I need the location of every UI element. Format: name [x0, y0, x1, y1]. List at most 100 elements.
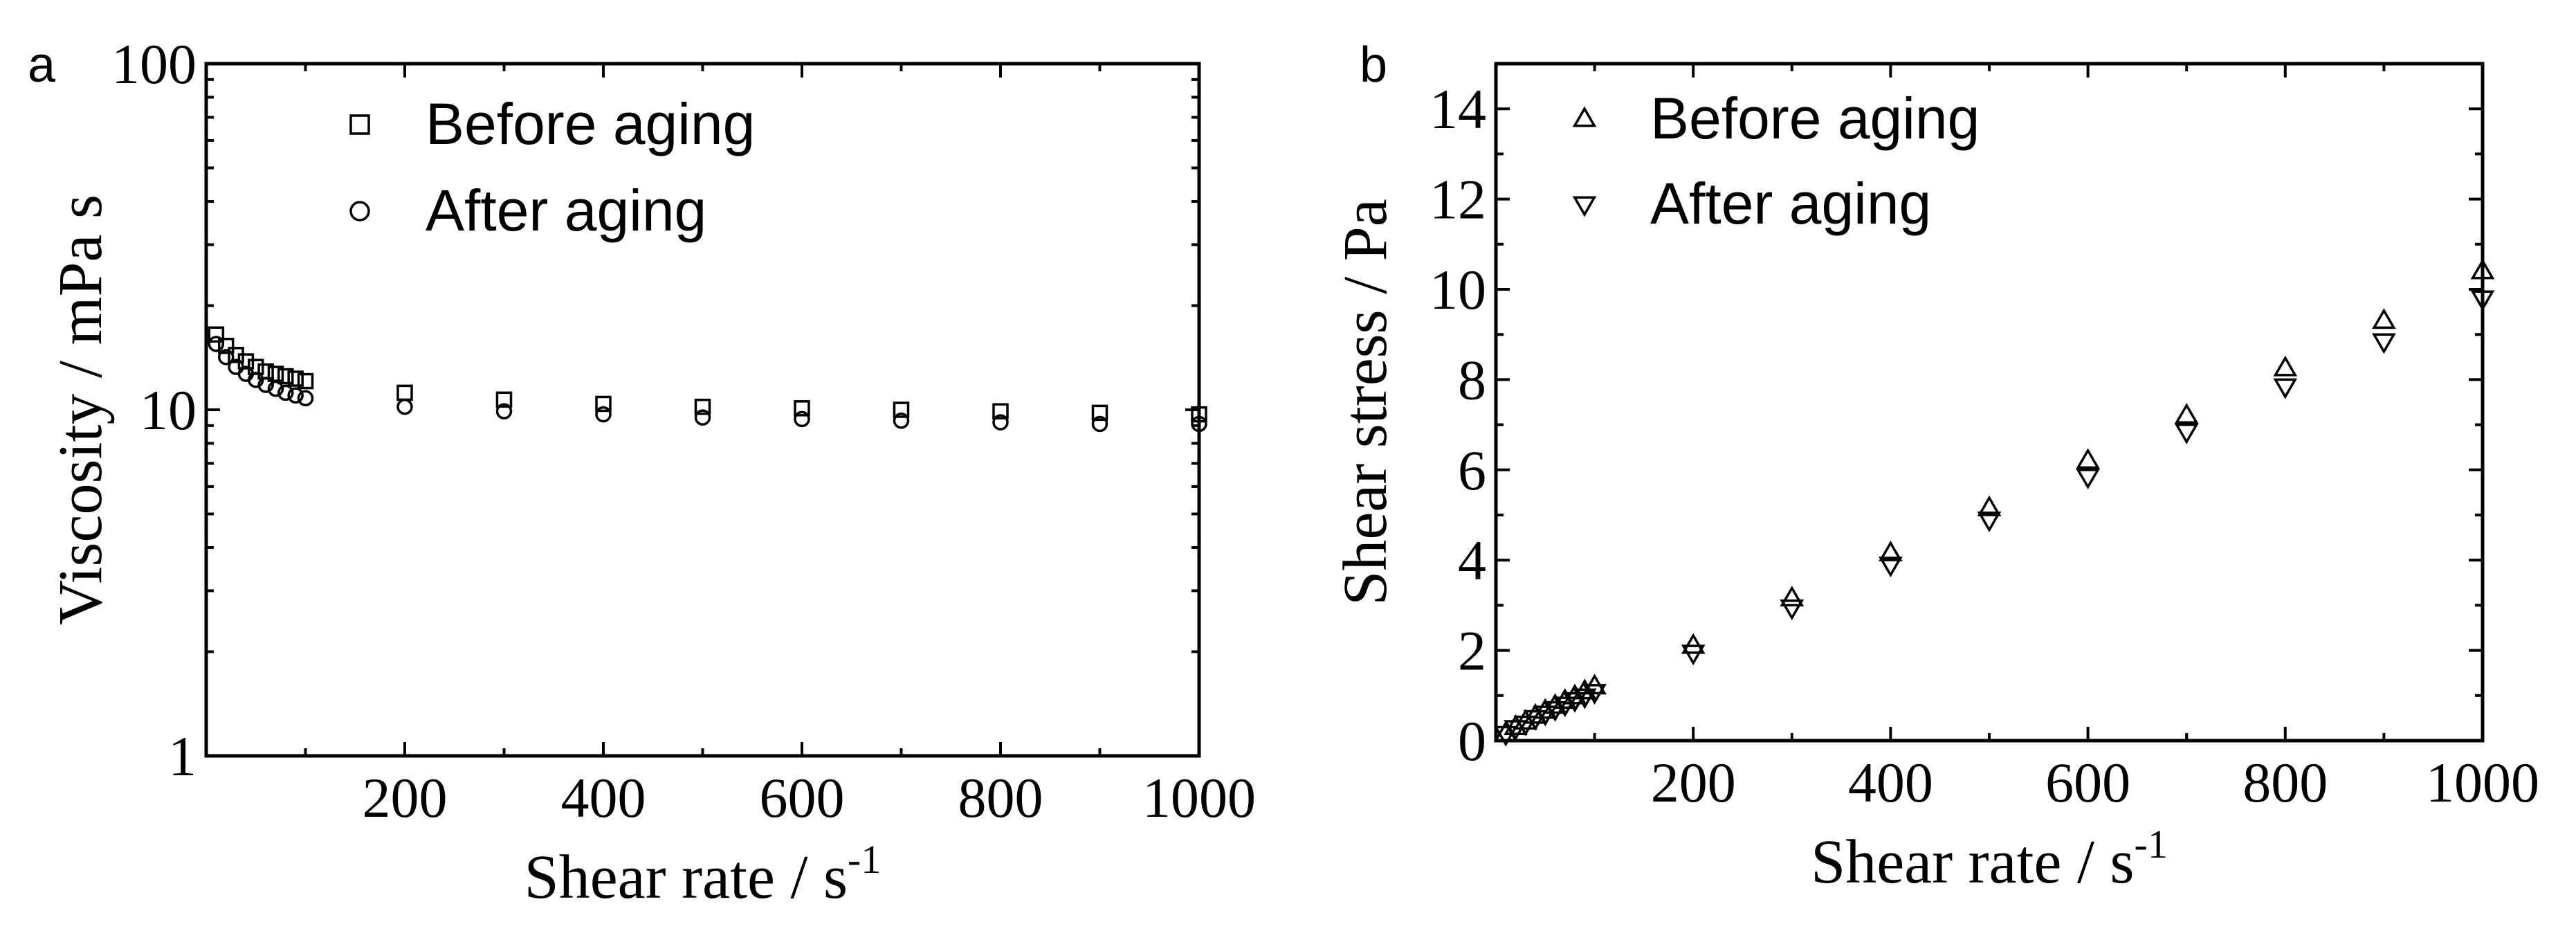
data-point: [1582, 684, 1607, 705]
data-point: [794, 410, 810, 428]
data-point: [1191, 406, 1207, 423]
x-tick-label: 600: [2045, 751, 2130, 814]
x-tick-label: 1000: [1142, 766, 1256, 829]
x-tick-label: 200: [1651, 751, 1736, 814]
x-tick-label: 200: [363, 766, 448, 829]
data-point: [267, 380, 284, 397]
panel-b-shear-stress-chart: b 200 400 600 800 1000 0 2 4 6 8 10 12 14 Shear rate /…: [1331, 37, 2539, 896]
data-point: [1191, 415, 1207, 433]
data-point: [1879, 540, 1903, 561]
data-point: [1780, 586, 1805, 607]
series-after-aging: [208, 336, 1207, 433]
legend-marker: [349, 201, 370, 222]
x-axis-title-text: Shear rate / s: [1811, 828, 2134, 896]
data-point: [2372, 308, 2396, 329]
panel-a-viscosity-chart: a 200 400 600 800 1000 1 10 100 Shear rate / s-1 V…: [28, 33, 1256, 912]
data-point: [495, 403, 513, 419]
data-point: [1504, 720, 1528, 741]
data-point: [208, 326, 225, 343]
data-point: [277, 384, 294, 401]
data-point: [1977, 512, 2002, 532]
y-tick-label: 0: [1458, 709, 1486, 772]
data-point: [1681, 633, 1706, 654]
y-tick-label: 6: [1458, 439, 1486, 502]
y-tick-label: 12: [1429, 168, 1486, 231]
data-point: [1091, 415, 1108, 433]
data-point: [2470, 290, 2495, 311]
data-point: [2372, 333, 2396, 354]
y-tick-label: 8: [1458, 348, 1486, 411]
y-tick-label: 100: [111, 33, 197, 96]
data-point: [1879, 557, 1903, 578]
data-point: [1562, 683, 1587, 705]
data-point: [277, 368, 294, 385]
data-point: [2076, 448, 2100, 469]
data-point: [1573, 688, 1597, 709]
x-tick-label: 800: [2242, 751, 2328, 814]
data-point: [208, 336, 225, 352]
data-point: [2174, 423, 2199, 444]
y-tick-label: 10: [140, 379, 197, 442]
x-axis-title-superscript: -1: [848, 837, 881, 882]
data-point: [694, 398, 711, 415]
data-point: [794, 400, 810, 417]
panel-label: a: [28, 37, 56, 93]
data-point: [396, 398, 413, 415]
x-tick-label: 800: [958, 766, 1043, 829]
data-point: [1553, 688, 1578, 709]
data-point: [1091, 404, 1108, 422]
x-tick-label: 400: [1848, 751, 1933, 814]
data-point: [1523, 709, 1548, 731]
data-point: [297, 372, 314, 390]
series-before-aging: [208, 326, 1207, 423]
data-point: [893, 413, 910, 429]
legend-marker: [1572, 106, 1597, 127]
series-before-aging: [1493, 258, 2495, 742]
data-point: [396, 384, 413, 401]
data-point: [595, 406, 612, 423]
legend: Before aging After aging: [1572, 86, 1980, 236]
data-point: [1543, 700, 1567, 722]
data-point: [1493, 725, 1518, 747]
y-tick-label: 1: [168, 725, 197, 788]
data-point: [992, 403, 1009, 419]
y-tick-label: 10: [1429, 258, 1486, 321]
data-point: [287, 387, 304, 404]
x-axis-title-superscript: -1: [2135, 822, 2168, 867]
y-axis-title: Viscosity / mPa s: [46, 195, 115, 625]
series-after-aging: [1493, 290, 2495, 747]
plot-frame: [1494, 62, 2485, 743]
data-point: [287, 370, 304, 387]
legend-label: After aging: [426, 178, 706, 243]
data-point: [1533, 705, 1558, 727]
legend-marker: [349, 114, 370, 135]
data-point: [1553, 696, 1578, 718]
data-point: [1513, 715, 1538, 736]
data-point: [595, 395, 612, 413]
x-tick-label: 600: [760, 766, 845, 829]
data-point: [694, 409, 711, 426]
data-point: [2174, 403, 2199, 424]
x-tick-label: 400: [561, 766, 646, 829]
legend: Before aging After aging: [349, 91, 755, 243]
x-tick-label: 1000: [2426, 751, 2539, 814]
legend-label: Before aging: [1650, 86, 1980, 151]
legend-marker: [1572, 196, 1597, 217]
data-point: [257, 377, 274, 393]
data-point: [217, 349, 235, 365]
x-axis-title-text: Shear rate / s: [524, 843, 848, 912]
y-tick-label: 2: [1458, 620, 1486, 683]
data-point: [2470, 258, 2495, 280]
legend-label: Before aging: [426, 91, 755, 156]
y-tick-label: 14: [1429, 78, 1486, 141]
data-point: [2076, 469, 2100, 490]
data-point: [495, 391, 513, 408]
legend-label: After aging: [1650, 171, 1931, 236]
x-axis-title: Shear rate / s-1: [1811, 822, 2168, 896]
data-point: [893, 401, 910, 418]
panel-label: b: [1360, 37, 1387, 93]
data-point: [992, 414, 1009, 431]
data-point: [2273, 378, 2298, 399]
y-axis-title: Shear stress / Pa: [1331, 199, 1400, 605]
